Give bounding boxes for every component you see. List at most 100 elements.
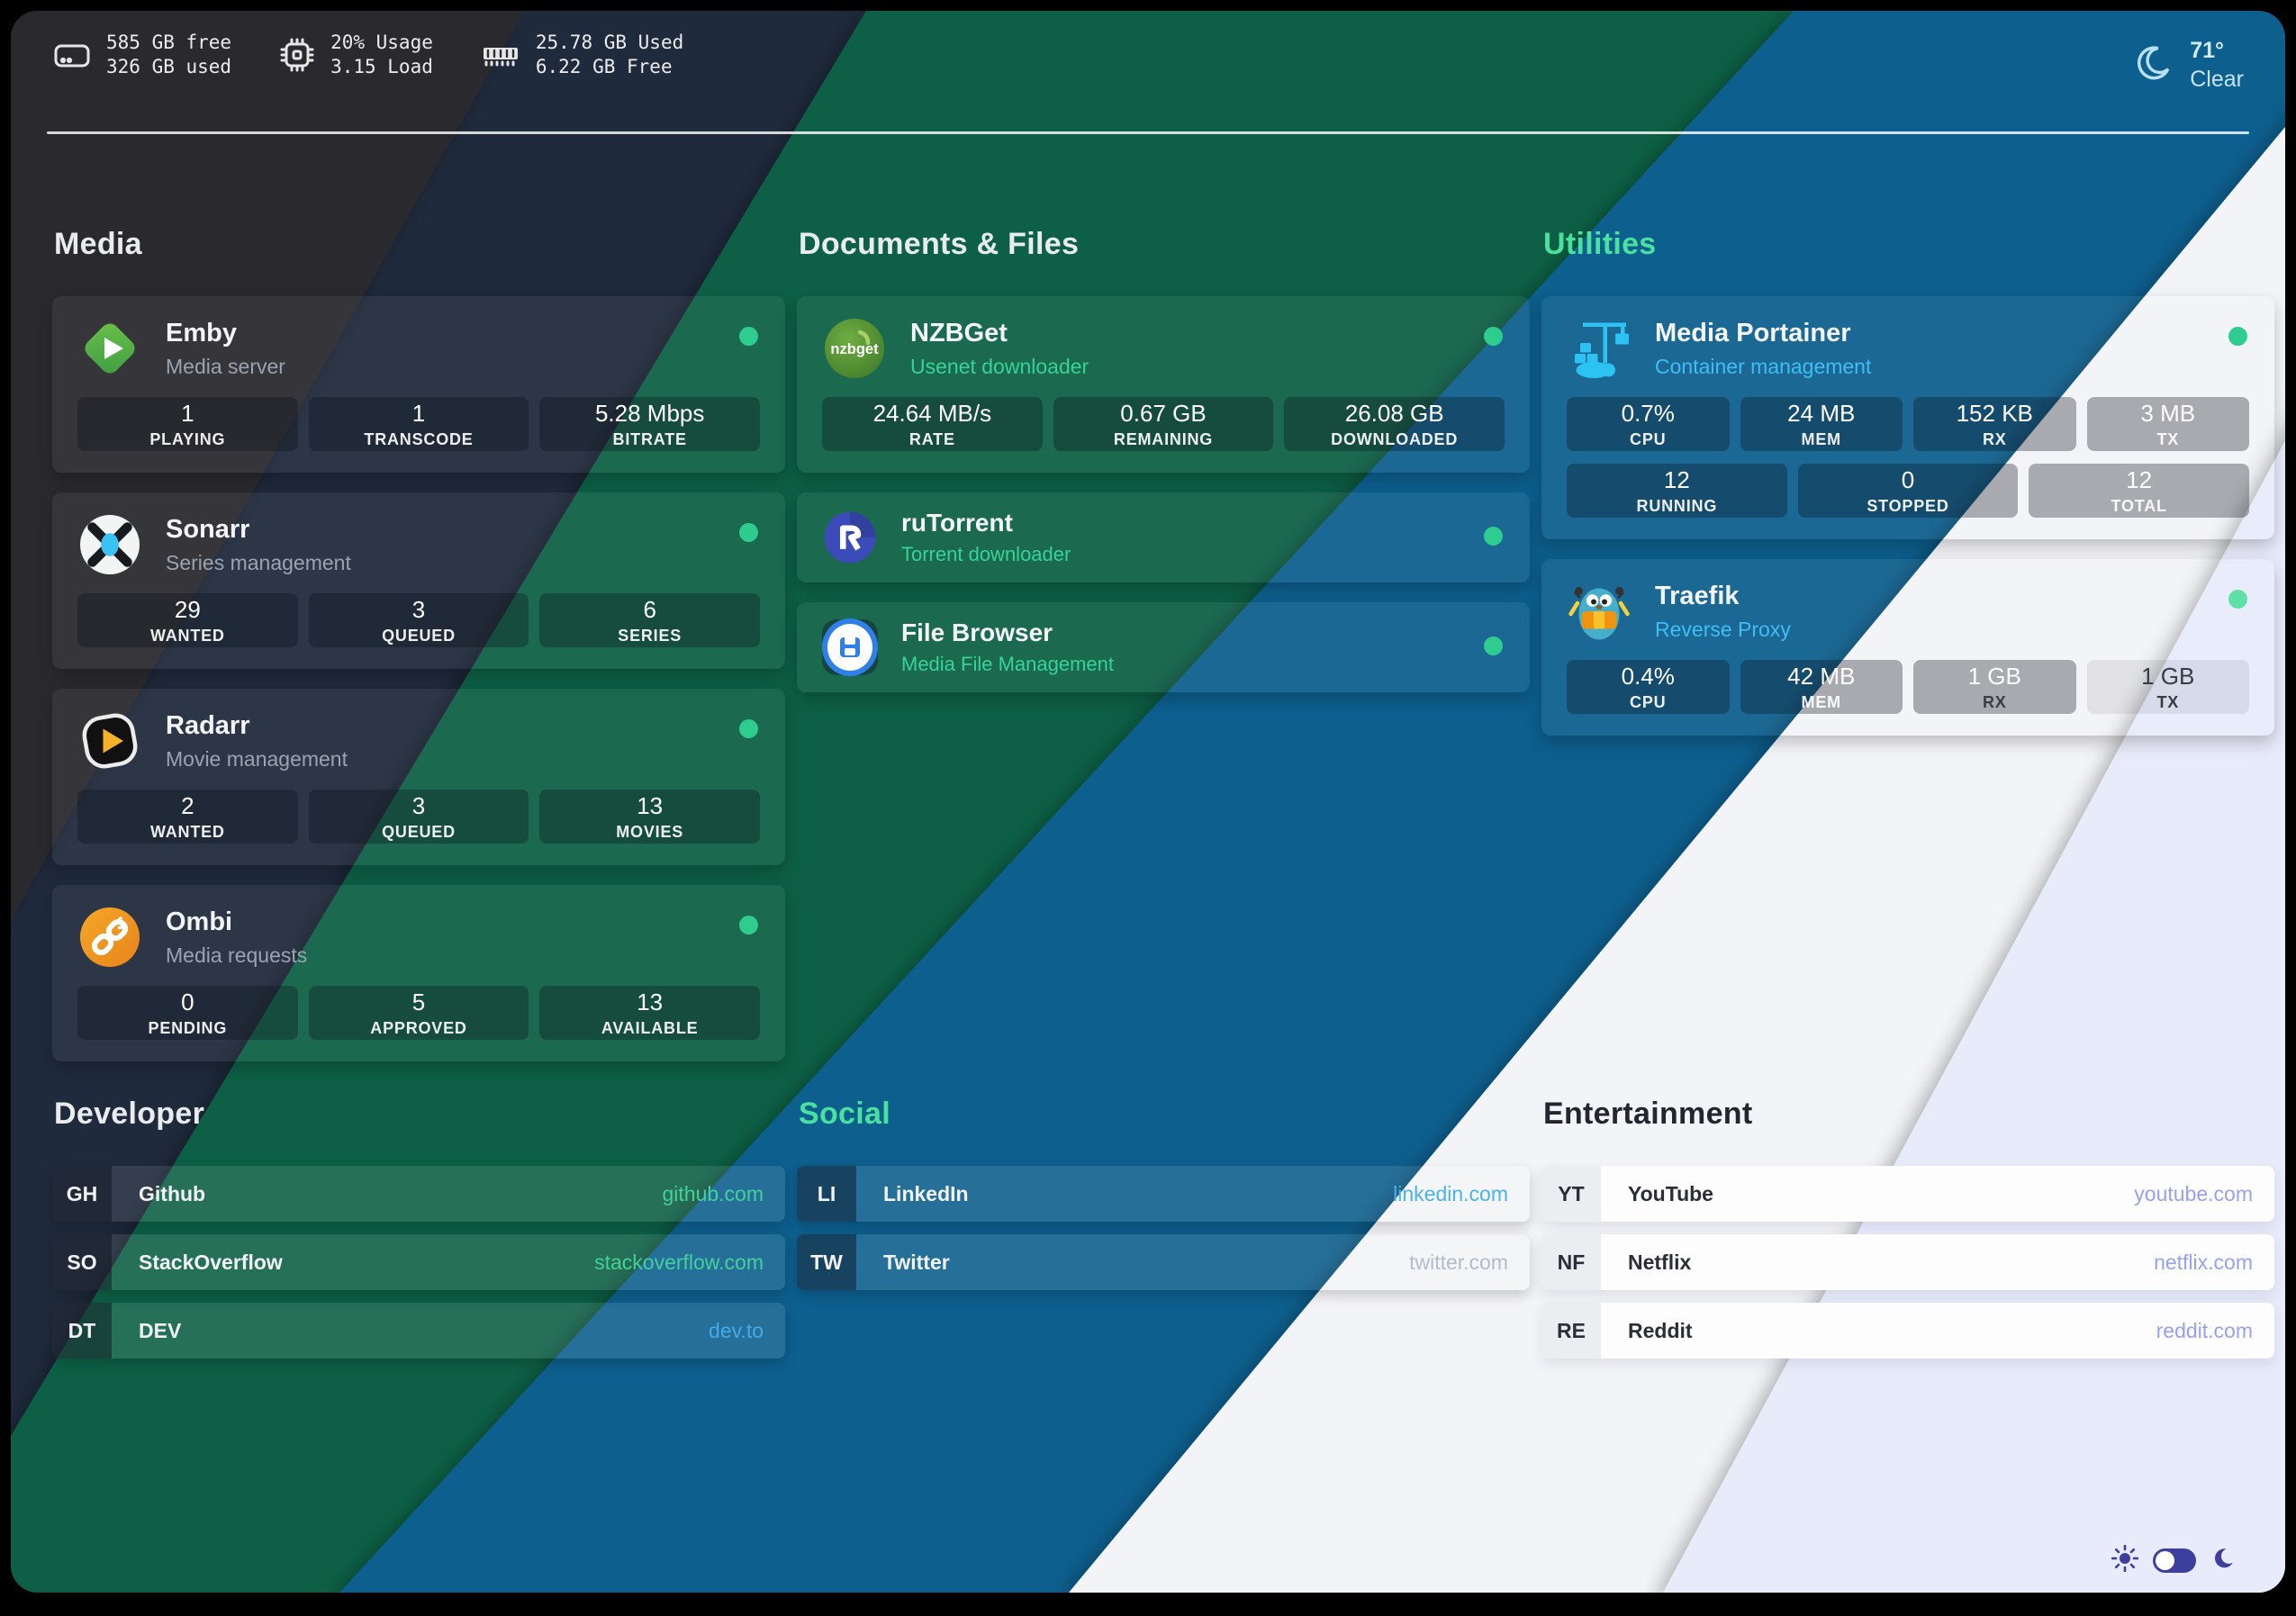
nzbget-icon: nzbget	[822, 316, 887, 381]
traefik-icon	[1567, 579, 1632, 644]
cpu-usage: 20% Usage	[330, 32, 433, 53]
weather-temp: 71°	[2190, 38, 2225, 63]
link-tag: RE	[1541, 1303, 1601, 1359]
status-dot	[739, 719, 758, 738]
link-tag: NF	[1541, 1234, 1601, 1290]
card-subtitle: Torrent downloader	[901, 543, 1071, 565]
link-row-twitter[interactable]: TW Twitter twitter.com	[797, 1234, 1530, 1290]
link-row-github[interactable]: GH Github github.com	[52, 1166, 785, 1222]
link-row-reddit[interactable]: RE Reddit reddit.com	[1541, 1303, 2274, 1359]
section-title: Utilities	[1543, 227, 1657, 261]
card-subtitle: Series management	[166, 550, 351, 574]
service-card-sonarr[interactable]: Sonarr Series management 29 WANTED 3 QUEUE…	[52, 492, 785, 669]
stat-box: 12 RUNNING	[1567, 464, 1787, 518]
filebrowser-icon	[822, 618, 878, 676]
link-url: netflix.com	[2154, 1250, 2253, 1274]
card-title: Traefik	[1655, 581, 1740, 610]
section-social: Social LI LinkedIn linkedin.com TW Twitt…	[797, 1097, 1530, 1303]
cpu-icon	[278, 36, 316, 74]
status-dot	[1484, 327, 1503, 346]
link-tag: DT	[52, 1303, 112, 1359]
service-card-filebrowser[interactable]: File Browser Media File Management	[797, 602, 1530, 692]
status-dot	[739, 916, 758, 934]
disk-used: 326 GB used	[106, 56, 232, 77]
card-subtitle: Media server	[166, 354, 285, 378]
portainer-icon	[1567, 316, 1632, 381]
section-title: Media	[54, 227, 142, 261]
emby-icon	[77, 316, 142, 381]
ram-stat: 25.78 GB Used 6.22 GB Free	[480, 31, 683, 79]
card-subtitle: Movie management	[166, 746, 348, 771]
card-title: Radarr	[166, 710, 250, 740]
section-title: Developer	[54, 1097, 205, 1131]
sun-icon[interactable]	[2111, 1544, 2139, 1576]
stat-box: 26.08 GB DOWNLOADED	[1284, 397, 1505, 451]
hdd-icon	[52, 37, 92, 73]
link-url: linkedin.com	[1393, 1181, 1508, 1205]
weather-widget: 71° Clear	[2132, 36, 2244, 94]
section-media: Media Emby Media server 1 PLAYING	[52, 227, 785, 1081]
theme-toggle[interactable]	[2153, 1548, 2196, 1573]
stat-box: 24 MB MEM	[1740, 397, 1903, 451]
disk-stat: 585 GB free 326 GB used	[52, 31, 231, 79]
stat-box: 5 APPROVED	[308, 986, 529, 1040]
card-title: Emby	[166, 318, 237, 348]
link-tag: YT	[1541, 1166, 1601, 1222]
theme-switcher	[2111, 1544, 2236, 1576]
link-row-stackoverflow[interactable]: SO StackOverflow stackoverflow.com	[52, 1234, 785, 1290]
radarr-icon	[77, 709, 142, 773]
card-title: ruTorrent	[901, 509, 1013, 537]
link-row-dev[interactable]: DT DEV dev.to	[52, 1303, 785, 1359]
service-card-ombi[interactable]: Ombi Media requests 0 PENDING 5 APPROVED 1…	[52, 885, 785, 1061]
service-card-rutorrent[interactable]: ruTorrent Torrent downloader	[797, 492, 1530, 582]
section-title: Social	[799, 1097, 890, 1131]
rutorrent-icon	[822, 510, 878, 565]
service-card-emby[interactable]: Emby Media server 1 PLAYING 1 TRANSCODE 5.…	[52, 296, 785, 473]
status-dot	[739, 523, 758, 542]
stat-box: 3 QUEUED	[308, 593, 529, 647]
status-dot	[1484, 527, 1503, 546]
header-divider	[47, 131, 2249, 134]
card-subtitle: Media File Management	[901, 653, 1115, 675]
dashboard-window: 585 GB free 326 GB used 20% Usage 3.15 Loa…	[11, 11, 2285, 1593]
card-title: File Browser	[901, 618, 1053, 646]
stat-box: 24.64 MB/s RATE	[822, 397, 1043, 451]
system-stats-bar: 585 GB free 326 GB used 20% Usage 3.15 Loa…	[52, 31, 683, 79]
stat-box: 42 MB MEM	[1740, 660, 1903, 714]
service-card-radarr[interactable]: Radarr Movie management 2 WANTED 3 QUEUED …	[52, 689, 785, 865]
ram-free: 6.22 GB Free	[535, 56, 673, 77]
link-row-linkedin[interactable]: LI LinkedIn linkedin.com	[797, 1166, 1530, 1222]
section-title: Entertainment	[1543, 1097, 1753, 1131]
card-subtitle: Reverse Proxy	[1655, 617, 1791, 641]
link-row-youtube[interactable]: YT YouTube youtube.com	[1541, 1166, 2274, 1222]
link-tag: TW	[797, 1234, 856, 1290]
stat-box: 3 QUEUED	[308, 790, 529, 844]
link-url: youtube.com	[2134, 1181, 2253, 1205]
card-title: Sonarr	[166, 514, 250, 544]
section-utilities: Utilities	[1541, 227, 2274, 755]
link-url: dev.to	[709, 1318, 764, 1342]
card-subtitle: Container management	[1655, 354, 1872, 378]
stat-box: 3 MB TX	[2086, 397, 2249, 451]
status-dot	[739, 327, 758, 346]
card-subtitle: Usenet downloader	[910, 354, 1089, 378]
stat-box: 6 SERIES	[539, 593, 761, 647]
section-developer: Developer GH Github github.com SO StackO…	[52, 1097, 785, 1371]
link-url: github.com	[662, 1181, 764, 1205]
stat-box: 0 PENDING	[77, 986, 298, 1040]
ram-icon	[480, 37, 521, 73]
service-card-portainer[interactable]: Media Portainer Container management 0.7…	[1541, 296, 2274, 539]
cpu-load: 3.15 Load	[330, 56, 433, 77]
section-title: Documents & Files	[799, 227, 1080, 261]
stat-box: 1 GB RX	[1913, 660, 2076, 714]
service-card-traefik[interactable]: Traefik Reverse Proxy 0.4% CPU 42 MB MEM 1…	[1541, 559, 2274, 736]
cpu-stat: 20% Usage 3.15 Load	[278, 31, 433, 79]
moon-icon[interactable]	[2210, 1546, 2236, 1575]
link-row-netflix[interactable]: NF Netflix netflix.com	[1541, 1234, 2274, 1290]
toggle-knob	[2156, 1551, 2174, 1570]
stat-box: 1 PLAYING	[77, 397, 298, 451]
stat-box: 1 TRANSCODE	[308, 397, 529, 451]
ram-used: 25.78 GB Used	[535, 32, 684, 53]
card-title: Media Portainer	[1655, 318, 1851, 348]
service-card-nzbget[interactable]: nzbget NZBGet Usenet downloader 24.64 MB…	[797, 296, 1530, 473]
